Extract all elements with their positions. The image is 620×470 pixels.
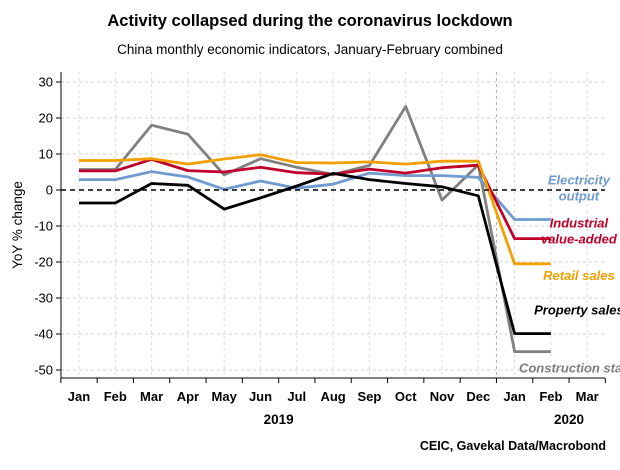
y-tick-label: -40 [34, 327, 53, 342]
x-tick-label: Jun [249, 389, 272, 404]
x-tick-label: Sep [357, 389, 381, 404]
series-line [79, 170, 551, 221]
year-label: 2019 [264, 412, 294, 427]
x-tick-label: Dec [466, 389, 490, 404]
series-label: Construction starts [519, 361, 620, 376]
y-tick-label: -30 [34, 291, 53, 306]
x-tick-label: Mar [140, 389, 163, 404]
plot-area: 30 20 10 0 -10 -20 -30 -40 -50 Jan Feb Mar Apr May Jun… [34, 72, 620, 427]
series-label: Retail sales [543, 268, 615, 283]
x-tick-label: Mar [576, 389, 599, 404]
series-label: Industrial [550, 216, 609, 231]
y-tick-label: -20 [34, 255, 53, 270]
x-tick-label: Jan [503, 389, 525, 404]
series-line [79, 153, 551, 266]
x-tick-label: Feb [539, 389, 562, 404]
year-label: 2020 [554, 412, 584, 427]
y-tick-label: 30 [39, 75, 53, 90]
y-tick-label: -50 [34, 363, 53, 378]
series-label: Electricity [548, 173, 611, 188]
x-tick-label: Apr [177, 389, 199, 404]
y-tick-label: 10 [39, 147, 53, 162]
chart-title: Activity collapsed during the coronaviru… [107, 12, 512, 30]
x-tick-label: Jan [68, 389, 90, 404]
x-tick-label: Oct [395, 389, 417, 404]
x-tick-label: Nov [430, 389, 455, 404]
chart-subtitle: China monthly economic indicators, Janua… [117, 42, 503, 57]
y-tick-label: 0 [46, 183, 53, 198]
series-line [79, 171, 551, 336]
y-tick-label: -10 [34, 219, 53, 234]
series-label: value-added [541, 232, 618, 247]
source-note: CEIC, Gavekal Data/Macrobond [420, 439, 606, 453]
x-tick-label: Feb [104, 389, 127, 404]
series-line [79, 105, 551, 354]
series-line [79, 157, 551, 241]
x-tick-label: May [212, 389, 238, 404]
series-label: Property sales [534, 303, 620, 318]
y-axis-label: YoY % change [10, 181, 25, 269]
x-tick-label: Jul [287, 389, 306, 404]
series-label: output [559, 189, 600, 204]
y-tick-label: 20 [39, 111, 53, 126]
x-tick-label: Aug [320, 389, 345, 404]
